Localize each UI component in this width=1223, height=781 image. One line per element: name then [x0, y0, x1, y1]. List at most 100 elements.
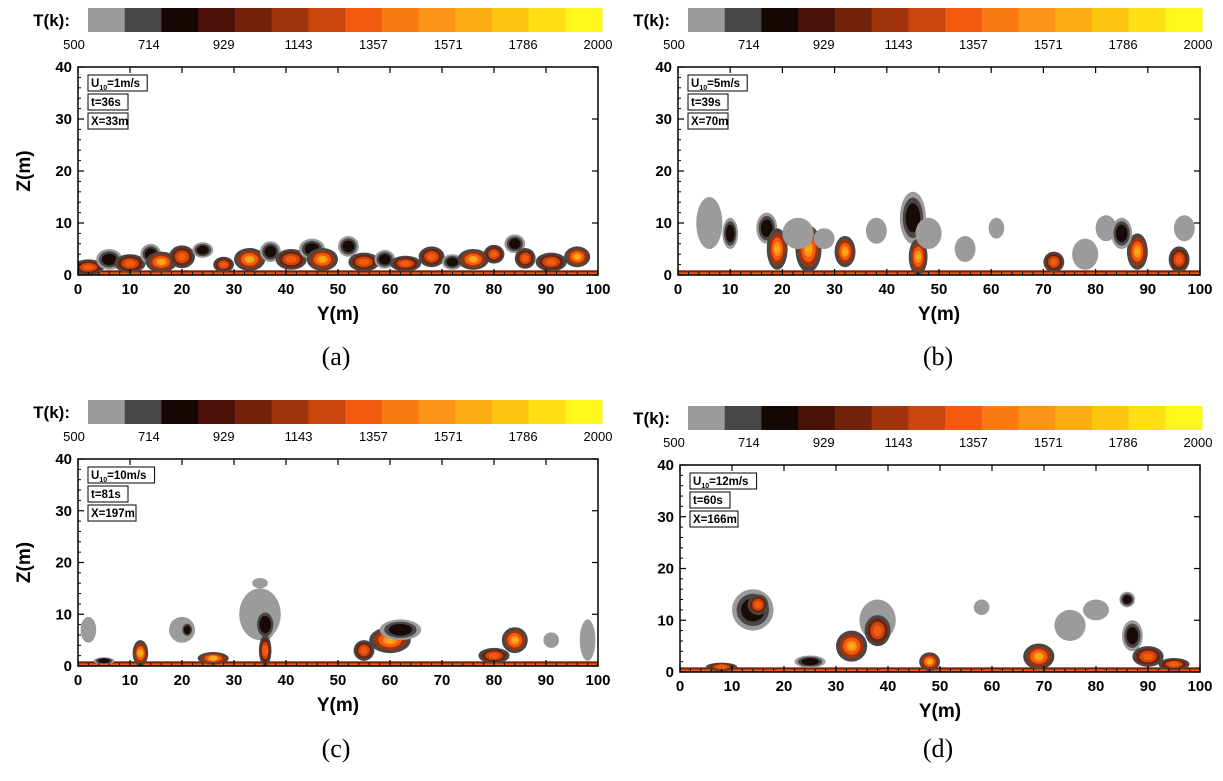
x-tick-label: 30: [826, 281, 843, 298]
annotation-text: X=33m: [91, 116, 128, 128]
colorbar-swatch: [88, 8, 126, 32]
colorbar-swatch: [688, 8, 726, 32]
x-tick-label: 30: [226, 672, 243, 689]
plume-contour: [264, 245, 277, 258]
y-tick-label: 20: [55, 163, 72, 180]
annotation-box: t=36s: [87, 93, 129, 111]
x-tick-label: 70: [1035, 281, 1052, 298]
x-tick-label: 0: [74, 672, 82, 689]
x-tick-label: 80: [486, 672, 503, 689]
x-tick-label: 90: [538, 672, 555, 689]
colorbar-swatch: [1018, 406, 1056, 430]
x-tick-label: 50: [330, 672, 347, 689]
x-tick-label: 20: [776, 678, 793, 695]
colorbar-tick-label: 1786: [509, 37, 538, 52]
temperature-field: [680, 589, 1200, 672]
x-tick-label: 80: [486, 281, 503, 298]
colorbar-swatch: [124, 8, 162, 32]
y-tick-label: 30: [55, 111, 72, 128]
x-tick-label: 10: [724, 678, 741, 695]
x-tick-label: 100: [1187, 678, 1212, 695]
colorbar-swatch: [381, 8, 419, 32]
colorbar-swatch: [418, 400, 456, 424]
colorbar-swatch: [1128, 406, 1166, 430]
y-tick-label: 20: [655, 163, 672, 180]
temperature-field: [678, 191, 1200, 275]
x-tick-label: 20: [174, 672, 191, 689]
x-tick-label: 20: [774, 281, 791, 298]
y-axis-label: Z(m): [14, 542, 35, 583]
panel-caption: (d): [922, 734, 954, 763]
annotation-text: X=197m: [91, 508, 135, 520]
annotation-text: U10=1m/s: [91, 78, 140, 92]
plume-contour: [696, 197, 723, 249]
colorbar-swatch: [418, 8, 456, 32]
plume-contour: [579, 619, 596, 661]
plume-contour: [805, 246, 812, 252]
y-tick-label: 0: [666, 664, 674, 681]
colorbar: T(k): 500 714 929 1143 1357 1571 1786 2000: [633, 406, 1212, 450]
plume-contour: [543, 632, 559, 648]
plume-contour: [319, 256, 326, 262]
plume-contour: [1134, 249, 1141, 255]
x-tick-label: 40: [880, 678, 897, 695]
plume-contour: [196, 245, 209, 255]
plume-contour: [285, 255, 297, 263]
colorbar-swatch: [124, 400, 162, 424]
annotation-text: t=60s: [693, 495, 723, 507]
colorbar-swatch: [761, 406, 799, 430]
plume-contour: [124, 260, 136, 267]
colorbar-swatch: [345, 400, 383, 424]
x-tick-label: 80: [1088, 678, 1105, 695]
colorbar-swatch: [271, 400, 309, 424]
y-tick-label: 20: [55, 555, 72, 572]
panel-caption: (a): [321, 342, 351, 371]
annotation-frame: [87, 93, 129, 111]
annotation-frame: [87, 74, 148, 92]
colorbar: T(k): 500 714 929 1143 1357 1571 1786 2000: [633, 8, 1212, 52]
colorbar-swatch: [798, 8, 836, 32]
colorbar-swatch: [528, 8, 566, 32]
plume-contour: [98, 658, 110, 664]
annotation-frame: [687, 93, 729, 111]
colorbar-swatch: [234, 8, 273, 32]
colorbar-tick-label: 1786: [1109, 37, 1138, 52]
colorbar-swatch: [981, 406, 1019, 430]
annotation-box: X=70m: [687, 112, 729, 130]
x-tick-label: 30: [828, 678, 845, 695]
plume-contour: [914, 254, 922, 260]
annotation-frame: [687, 112, 729, 130]
colorbar-swatch: [1018, 8, 1056, 32]
x-tick-label: 10: [122, 281, 139, 298]
colorbar-swatch: [1091, 8, 1130, 32]
plume-contour: [446, 257, 459, 267]
colorbar-swatch: [871, 8, 909, 32]
temperature-field: [78, 234, 598, 275]
x-tick-label: 0: [674, 281, 682, 298]
annotation-frame: [689, 491, 731, 509]
x-tick-label: 10: [122, 672, 139, 689]
colorbar-tick-label: 1143: [285, 37, 313, 52]
colorbar-swatch: [491, 400, 530, 424]
colorbar-tick-label: 929: [813, 435, 835, 450]
colorbar-tick-label: 1143: [285, 429, 313, 444]
y-tick-label: 20: [657, 561, 674, 578]
colorbar-swatch: [1165, 406, 1203, 430]
y-tick-label: 0: [64, 658, 72, 675]
plume-contour: [488, 653, 500, 659]
plume-contour: [137, 650, 144, 656]
x-tick-label: 90: [538, 281, 555, 298]
colorbar-swatch: [724, 406, 762, 430]
annotation-box: U10=1m/s: [87, 74, 148, 92]
plume-contour: [378, 254, 391, 265]
x-tick-label: 60: [382, 281, 399, 298]
x-tick-label: 70: [434, 672, 451, 689]
x-tick-label: 10: [722, 281, 739, 298]
plume-contour: [1173, 215, 1195, 242]
colorbar-swatch: [565, 8, 603, 32]
plume-contour: [158, 259, 165, 265]
colorbar-swatch: [308, 8, 346, 32]
plume-contour: [358, 258, 370, 266]
colorbar-tick-label: 1786: [509, 429, 538, 444]
plume-contour: [470, 256, 477, 262]
